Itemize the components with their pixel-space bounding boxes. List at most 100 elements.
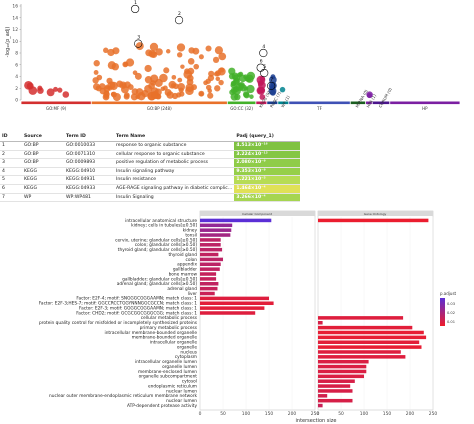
manhattan-y-tick-label: 8 [15,51,18,57]
manhattan-point [163,67,170,74]
bar [200,238,221,242]
manhattan-point [99,87,107,95]
facet-label-left: Cellular Component [242,212,273,216]
term-name: Insulin signaling pathway [114,167,235,177]
manhattan-y-tick-label: 12 [12,27,18,33]
manhattan-highlight-label: 1 [134,0,137,6]
manhattan-y-tick-label: 4 [15,74,18,80]
term-table-row[interactable]: 3 GO:BP GO:0009893 positive regulation of m… [0,158,301,168]
term-table-row[interactable]: 4 KEGG KEGG:04910 Insulin signaling pathway… [0,167,301,177]
manhattan-source-bar [366,101,372,105]
manhattan-point [171,74,177,80]
bar-category-label: Factor: E2F-3;HES-7; motif: GGCCRCCTGGYN… [39,301,197,307]
bar-category-label: ATP-dependent protease activity [127,403,197,409]
term-table-row[interactable]: 5 KEGG KEGG:04931 Insulin resistance 1.221×1… [0,175,301,185]
manhattan-source-bar [372,101,390,105]
bar [200,228,232,232]
manhattan-highlight-ring [267,81,276,90]
bar-category-label: nuclear lumen [166,388,197,394]
bar [318,394,328,398]
bar-category-label: kidney [183,228,198,234]
manhattan-point [149,42,159,52]
manhattan-point [231,81,236,87]
term-table-row[interactable]: 7 WP WP:WP481 Insulin Signaling 3.266×10⁻⁴ [0,193,301,203]
manhattan-y-tick-label: 0 [15,98,18,104]
bar-category-label: thyroid gland; glandular cells[≥0.50] [118,247,198,253]
manhattan-point [203,80,209,86]
bar-category-label: organelle lumen [162,364,197,370]
bar-category-label: adrenal gland [167,286,197,292]
manhattan-point [246,77,252,82]
bar-x-tick-label: 100 [360,411,369,417]
term-id-number: 3 [0,158,22,168]
manhattan-point [208,70,215,77]
term-name: positive regulation of metabolic process [114,158,235,168]
legend-colorbar [440,298,445,326]
manhattan-source-label: GO:CC (32) [230,106,253,111]
term-table-row[interactable]: 6 KEGG KEGG:04933 AGE-RAGE signaling pathwa… [0,184,301,194]
bar-x-tick-label: 200 [406,411,415,417]
bar-category-label: cytoplasm [175,354,197,360]
manhattan-point [112,47,120,55]
term-padj: 3.224×10⁻¹³ [234,150,301,160]
bar-category-label: intracellular anatomical structure [125,218,197,224]
manhattan-highlight-ring [256,63,265,72]
col-source: Source [22,132,64,142]
manhattan-point [131,88,139,95]
term-source: WP [22,193,64,203]
manhattan-point [205,45,212,52]
manhattan-source-label: GO:BP (248) [147,106,172,111]
col-padj: Padj (query_1) [234,132,301,142]
manhattan-y-ticks: 0 2 4 6 8 10 12 14 16 [12,4,21,104]
col-id: ID [0,132,22,142]
manhattan-point [256,75,266,85]
bar [318,374,364,379]
manhattan-source-bar [91,101,227,105]
bar-category-label: organelle subcompartment [139,374,198,380]
manhattan-point [366,91,373,98]
manhattan-point [130,93,138,101]
manhattan-highlight-ring [260,68,269,78]
bar-category-label: liver [188,291,198,297]
bar [318,320,323,325]
manhattan-point [256,86,266,95]
bar [318,335,427,340]
term-table-row[interactable]: 2 GO:BP GO:0071310 cellular response to org… [0,150,301,160]
bar [318,379,355,383]
bar-x-tick-label: 50 [338,411,344,417]
manhattan-point [186,74,194,82]
bar-x-label: intersection size [296,418,337,424]
manhattan-source-bar [390,101,460,105]
manhattan-point [219,67,225,73]
bar-category-label: cytosol [182,379,197,385]
bar [318,389,353,393]
term-name: cellular response to organic substance [114,150,235,160]
term-accession: KEGG:04931 [64,175,114,185]
term-accession: GO:0010033 [64,141,114,151]
bar-category-label: Factor: E2F-3; motif: GGGGCGGGAAMN; matc… [79,305,197,311]
manhattan-highlight-label: 3 [137,35,140,41]
manhattan-highlight-label: 4 [262,44,265,50]
manhattan-point [212,56,220,63]
manhattan-y-label: -log₁₀(p_adj) [5,27,11,58]
manhattan-point [173,83,179,90]
manhattan-point [93,70,99,75]
manhattan-point [230,87,238,94]
manhattan-source-bar [227,101,256,105]
manhattan-point [144,84,153,93]
bar-category-label: nucleus [180,349,197,355]
bar-x-tick-label: 150 [265,411,274,417]
manhattan-point [198,54,204,60]
bar-category-label: membrane-bounded organelle [132,335,198,341]
manhattan-point [111,91,117,98]
bar [318,359,369,364]
manhattan-point [218,52,227,61]
bar-x-tick-label: 250 [311,411,320,417]
manhattan-point [177,83,186,91]
manhattan-source-bar [267,101,278,105]
term-table-row[interactable]: 1 GO:BP GO:0010033 response to organic subs… [0,141,301,151]
bar-category-label: colon; glandular cells[≥0.50] [135,242,198,248]
manhattan-point [28,86,38,95]
manhattan-point [198,90,205,97]
